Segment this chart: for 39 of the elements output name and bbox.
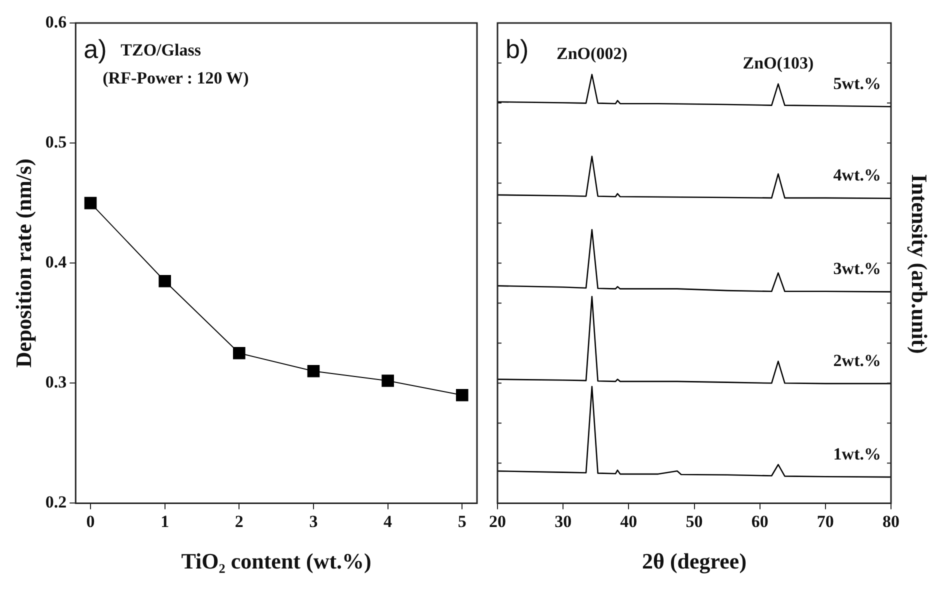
x-axis-title: 2θ (degree) — [642, 548, 747, 574]
y-axis-title: Deposition rate (nm/s) — [10, 158, 36, 368]
annotation: ZnO(103) — [742, 53, 814, 72]
y-tick-label: 0.2 — [45, 492, 67, 512]
text: b) — [506, 34, 529, 64]
x-tick-label: 0 — [86, 512, 95, 531]
x-tick-label: 4 — [384, 512, 393, 531]
y-axis-title: Intensity (arb.unit) — [906, 174, 932, 354]
x-axis-title: TiO₂ content (wt.%) — [181, 548, 372, 574]
x-tick-label: 50 — [686, 512, 703, 531]
x-tick-label: 1 — [160, 512, 170, 531]
series-label: 1wt.% — [833, 444, 881, 464]
x-tick-label: 40 — [620, 512, 638, 531]
series-label: 2wt.% — [833, 350, 881, 370]
annotation: (RF-Power : 120 W) — [102, 68, 249, 88]
point — [456, 389, 468, 402]
x-tick-label: 30 — [554, 512, 572, 531]
y-tick-label: 0.4 — [45, 252, 68, 272]
x-tick-label: 2 — [234, 512, 244, 531]
x-tick-label: 3 — [309, 512, 318, 531]
series-label: 3wt.% — [833, 259, 881, 278]
point — [84, 196, 97, 210]
annotation: TZO/Glass — [120, 40, 202, 60]
y-tick-label: 0.3 — [45, 372, 67, 392]
y-tick-label: 0.5 — [45, 132, 67, 152]
x-tick-label: 70 — [816, 512, 834, 531]
point — [382, 374, 394, 387]
x-tick-label: 5 — [458, 512, 466, 531]
point — [233, 346, 246, 360]
x-tick-label: 80 — [882, 512, 900, 531]
annotation: a) — [84, 34, 107, 64]
x-tick-label: 20 — [489, 512, 506, 531]
x-tick-label: 60 — [751, 512, 768, 531]
y-tick-label: 0.6 — [45, 12, 67, 32]
annotation: ZnO(002) — [556, 44, 628, 63]
series-label: 4wt.% — [833, 166, 881, 185]
point — [158, 274, 171, 288]
series-label: 5wt.% — [833, 74, 881, 93]
point — [307, 364, 320, 378]
